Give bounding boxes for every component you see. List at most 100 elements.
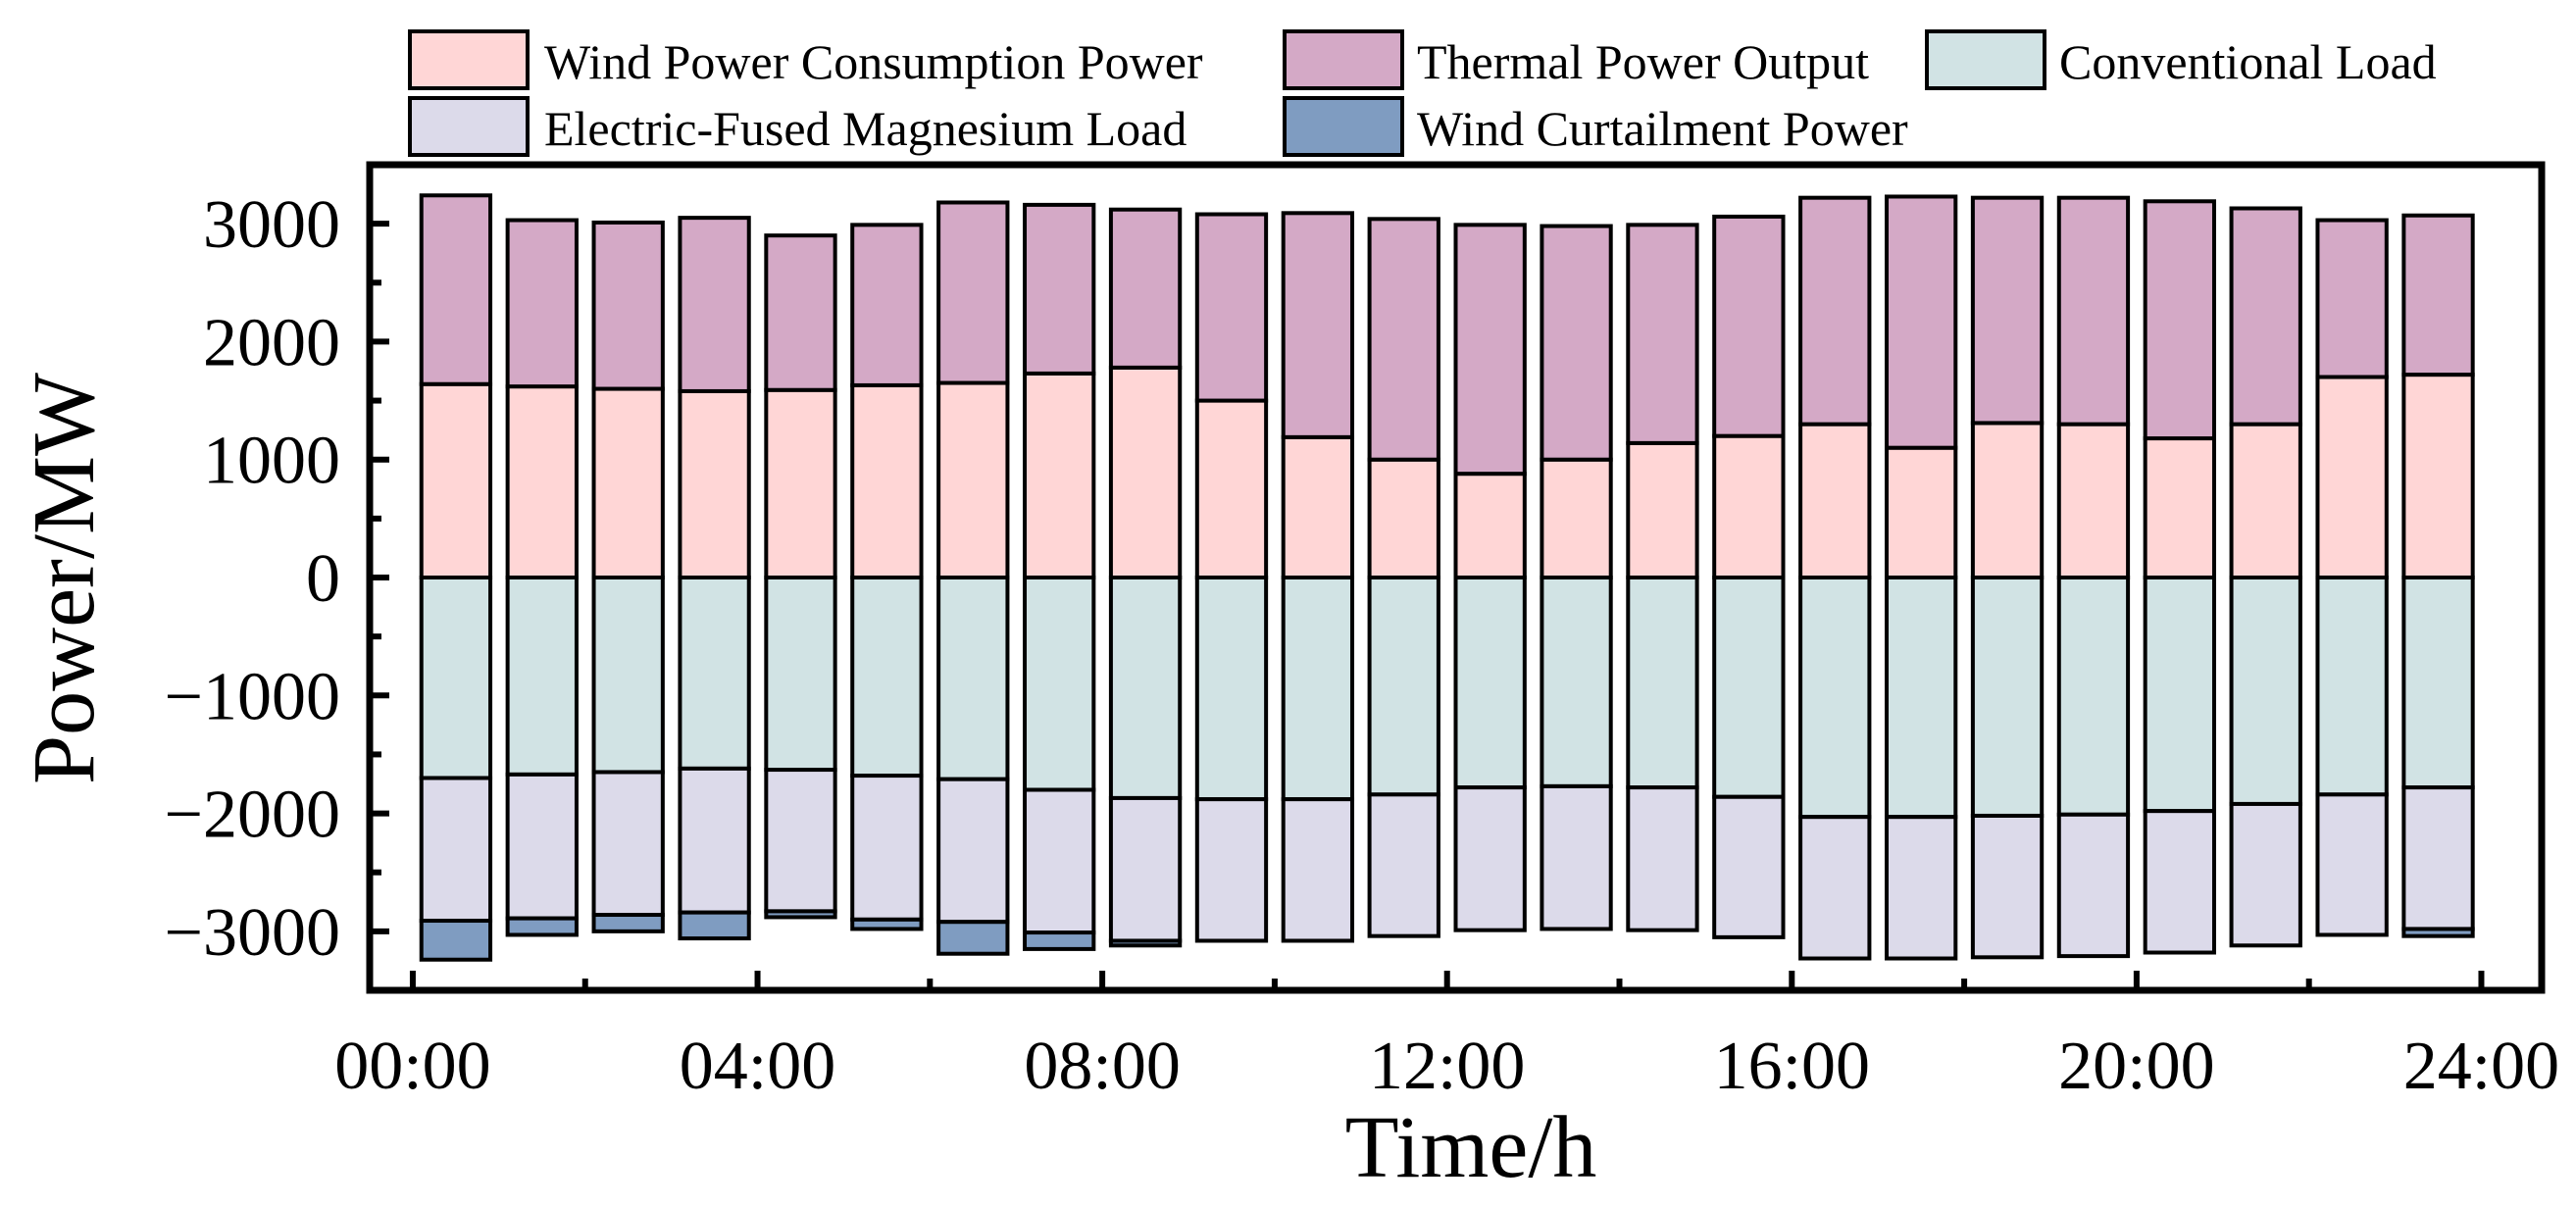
bar-electric-fused-magnesium-load-h3	[591, 770, 665, 918]
bar-wind-curtailment-power-h24	[2401, 927, 2475, 938]
bar-wind-curtailment-power-h9	[1108, 938, 1183, 948]
bar-electric-fused-magnesium-load-h13	[1453, 785, 1527, 932]
legend-swatch-conventional-load	[1925, 29, 2046, 90]
bar-electric-fused-magnesium-load-h4	[678, 766, 751, 915]
bar-electric-fused-magnesium-load-h19	[1970, 813, 2045, 960]
bar-conventional-load-h24	[2401, 576, 2475, 790]
bar-wind-power-consumption-power-h10	[1194, 398, 1269, 580]
bar-wind-power-consumption-power-h3	[591, 386, 665, 579]
bar-electric-fused-magnesium-load-h16	[1712, 794, 1786, 939]
bar-wind-power-consumption-power-h13	[1453, 472, 1527, 579]
bar-conventional-load-h18	[1884, 576, 1958, 820]
bar-thermal-power-output-h8	[1023, 202, 1096, 376]
bar-electric-fused-magnesium-load-h11	[1281, 797, 1355, 943]
bar-electric-fused-magnesium-load-h2	[505, 772, 579, 921]
bar-conventional-load-h15	[1626, 576, 1699, 790]
bar-wind-power-consumption-power-h12	[1367, 457, 1440, 580]
bar-thermal-power-output-h9	[1108, 207, 1183, 370]
bar-conventional-load-h20	[2056, 576, 2131, 817]
bar-conventional-load-h17	[1798, 576, 1872, 820]
bar-conventional-load-h14	[1540, 576, 1613, 788]
bar-electric-fused-magnesium-load-h6	[850, 774, 924, 922]
bar-wind-power-consumption-power-h2	[505, 384, 579, 579]
bar-wind-power-consumption-power-h18	[1884, 445, 1958, 579]
bar-electric-fused-magnesium-load-h17	[1798, 815, 1872, 961]
bar-conventional-load-h4	[678, 576, 751, 771]
bar-thermal-power-output-h7	[936, 200, 1010, 385]
y-tick-label: 2000	[203, 305, 340, 380]
bar-wind-power-consumption-power-h8	[1023, 371, 1096, 579]
bar-wind-power-consumption-power-h4	[678, 388, 751, 579]
legend-label-magnesium-load: Electric-Fused Magnesium Load	[544, 101, 1187, 156]
legend-entry-thermal-output: Thermal Power Output	[1283, 29, 1869, 90]
bar-wind-power-consumption-power-h7	[936, 380, 1010, 579]
x-tick-label: 24:00	[2403, 1029, 2559, 1104]
bar-conventional-load-h12	[1367, 576, 1440, 797]
legend-swatch-thermal-output	[1283, 29, 1404, 90]
bar-conventional-load-h11	[1281, 576, 1355, 802]
bar-electric-fused-magnesium-load-h22	[2229, 801, 2302, 948]
bar-electric-fused-magnesium-load-h10	[1194, 797, 1269, 943]
x-tick-label: 20:00	[2058, 1029, 2214, 1104]
bar-wind-power-consumption-power-h24	[2401, 373, 2475, 580]
y-tick-label: −1000	[165, 659, 340, 734]
bar-thermal-power-output-h24	[2401, 213, 2475, 377]
bar-thermal-power-output-h5	[764, 233, 837, 392]
bar-conventional-load-h1	[419, 576, 493, 780]
bar-wind-curtailment-power-h7	[936, 920, 1010, 956]
bar-conventional-load-h7	[936, 576, 1010, 781]
legend-label-thermal-output: Thermal Power Output	[1417, 34, 1869, 89]
bar-electric-fused-magnesium-load-h21	[2143, 809, 2216, 955]
bar-conventional-load-h13	[1453, 576, 1527, 790]
legend-label-wind-consumption: Wind Power Consumption Power	[544, 34, 1203, 89]
bar-wind-power-consumption-power-h5	[764, 387, 837, 580]
legend-entry-wind-curtailment: Wind Curtailment Power	[1283, 96, 1908, 157]
bar-conventional-load-h21	[2143, 576, 2216, 814]
y-tick-label: 3000	[203, 187, 340, 263]
bar-electric-fused-magnesium-load-h8	[1023, 787, 1096, 935]
bar-conventional-load-h5	[764, 576, 837, 773]
x-tick-label: 16:00	[1714, 1029, 1870, 1104]
legend: Wind Power Consumption Power Thermal Pow…	[408, 29, 2437, 157]
bar-wind-power-consumption-power-h16	[1712, 433, 1786, 579]
legend-entry-wind-consumption: Wind Power Consumption Power	[408, 29, 1203, 90]
bar-wind-power-consumption-power-h14	[1540, 457, 1613, 580]
bar-thermal-power-output-h16	[1712, 214, 1786, 438]
bar-electric-fused-magnesium-load-h20	[2056, 812, 2131, 959]
bar-conventional-load-h9	[1108, 576, 1183, 800]
legend-entry-conventional-load: Conventional Load	[1925, 29, 2437, 90]
y-tick-label: 0	[306, 541, 340, 617]
legend-label-wind-curtailment: Wind Curtailment Power	[1417, 101, 1908, 156]
bar-thermal-power-output-h15	[1626, 223, 1699, 445]
y-tick-label: −2000	[165, 778, 340, 853]
bar-electric-fused-magnesium-load-h5	[764, 768, 837, 914]
bar-wind-curtailment-power-h5	[764, 909, 837, 920]
x-tick-label: 00:00	[334, 1029, 490, 1104]
bar-thermal-power-output-h4	[678, 216, 751, 393]
bar-wind-power-consumption-power-h22	[2229, 422, 2302, 579]
bar-electric-fused-magnesium-load-h14	[1540, 783, 1613, 931]
bar-wind-power-consumption-power-h15	[1626, 440, 1699, 580]
bar-conventional-load-h22	[2229, 576, 2302, 806]
bar-conventional-load-h2	[505, 576, 579, 777]
bar-electric-fused-magnesium-load-h24	[2401, 785, 2475, 931]
legend-entry-magnesium-load: Electric-Fused Magnesium Load	[408, 96, 1187, 157]
x-axis-title: Time/h	[1345, 1099, 1597, 1196]
bar-electric-fused-magnesium-load-h7	[936, 777, 1010, 925]
axes-layer: 3000 2000 1000 0 −1000 −2000 −3000 00:00 04:00 08…	[165, 161, 2559, 1104]
legend-swatch-wind-curtailment	[1283, 96, 1404, 157]
bar-thermal-power-output-h22	[2229, 206, 2302, 427]
bar-thermal-power-output-h21	[2143, 199, 2216, 441]
y-tick-label: 1000	[203, 424, 340, 499]
bar-electric-fused-magnesium-load-h9	[1108, 795, 1183, 943]
bar-wind-power-consumption-power-h11	[1281, 434, 1355, 579]
legend-swatch-wind-consumption	[408, 29, 530, 90]
bar-wind-curtailment-power-h8	[1023, 930, 1096, 951]
bar-electric-fused-magnesium-load-h23	[2315, 792, 2389, 937]
bar-wind-power-consumption-power-h17	[1798, 422, 1872, 579]
bar-conventional-load-h8	[1023, 576, 1096, 792]
legend-label-conventional-load: Conventional Load	[2059, 34, 2437, 89]
bar-thermal-power-output-h10	[1194, 212, 1269, 403]
x-tick-label: 04:00	[680, 1029, 835, 1104]
